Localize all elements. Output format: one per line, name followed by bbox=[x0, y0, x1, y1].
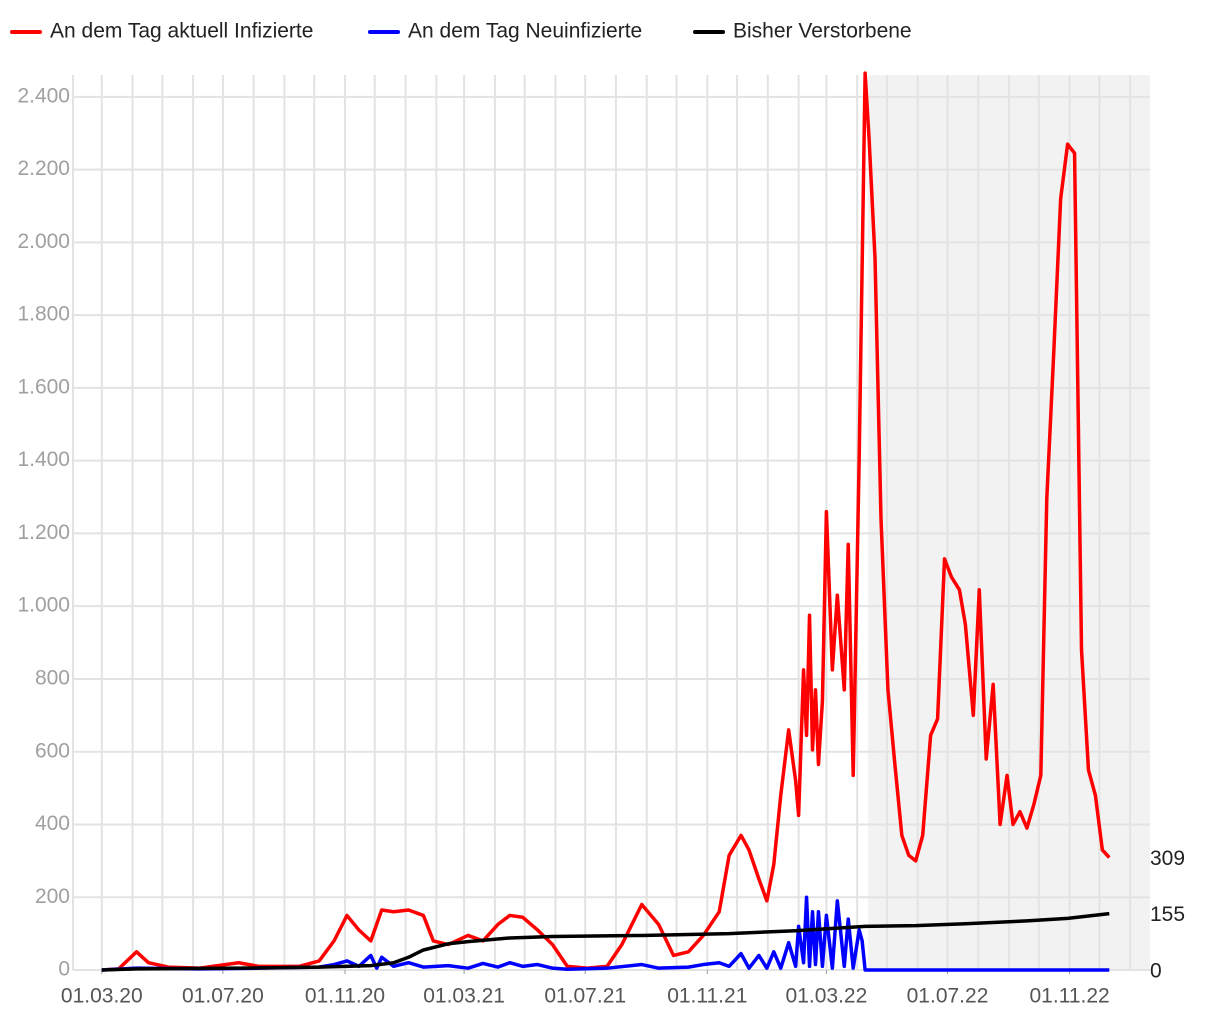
y-tick-label: 800 bbox=[35, 666, 70, 689]
legend-label: An dem Tag Neuinfizierte bbox=[408, 20, 642, 43]
x-tick-label: 01.03.21 bbox=[423, 985, 505, 1008]
y-tick-label: 200 bbox=[35, 885, 70, 908]
y-tick-label: 2.000 bbox=[17, 230, 70, 253]
y-tick-label: 1.000 bbox=[17, 594, 70, 617]
x-tick-label: 01.07.22 bbox=[907, 985, 989, 1008]
legend-label: An dem Tag aktuell Infizierte bbox=[50, 20, 313, 43]
x-tick-label: 01.11.20 bbox=[305, 985, 385, 1008]
y-tick-label: 1.400 bbox=[17, 448, 70, 471]
x-tick-label: 01.07.21 bbox=[544, 985, 626, 1008]
x-tick-label: 01.11.21 bbox=[667, 985, 747, 1008]
series-line bbox=[101, 911, 1110, 972]
y-tick-label: 600 bbox=[35, 739, 70, 762]
x-tick-label: 01.11.22 bbox=[1030, 985, 1110, 1008]
series-line bbox=[101, 71, 1111, 972]
y-tick-label: 1.200 bbox=[17, 521, 70, 544]
y-tick-label: 400 bbox=[35, 812, 70, 835]
x-tick-label: 01.07.20 bbox=[182, 985, 264, 1008]
end-value-label: 309 bbox=[1150, 847, 1185, 870]
legend-label: Bisher Verstorbene bbox=[733, 20, 912, 43]
x-tick-label: 01.03.20 bbox=[61, 985, 143, 1008]
y-tick-label: 1.800 bbox=[17, 303, 70, 326]
y-tick-label: 0 bbox=[58, 958, 70, 981]
y-tick-label: 2.400 bbox=[17, 84, 70, 107]
end-value-label: 155 bbox=[1150, 903, 1185, 926]
y-tick-label: 1.600 bbox=[17, 375, 70, 398]
end-value-label: 0 bbox=[1150, 960, 1162, 983]
y-tick-label: 2.200 bbox=[17, 157, 70, 180]
x-tick-label: 01.03.22 bbox=[786, 985, 868, 1008]
